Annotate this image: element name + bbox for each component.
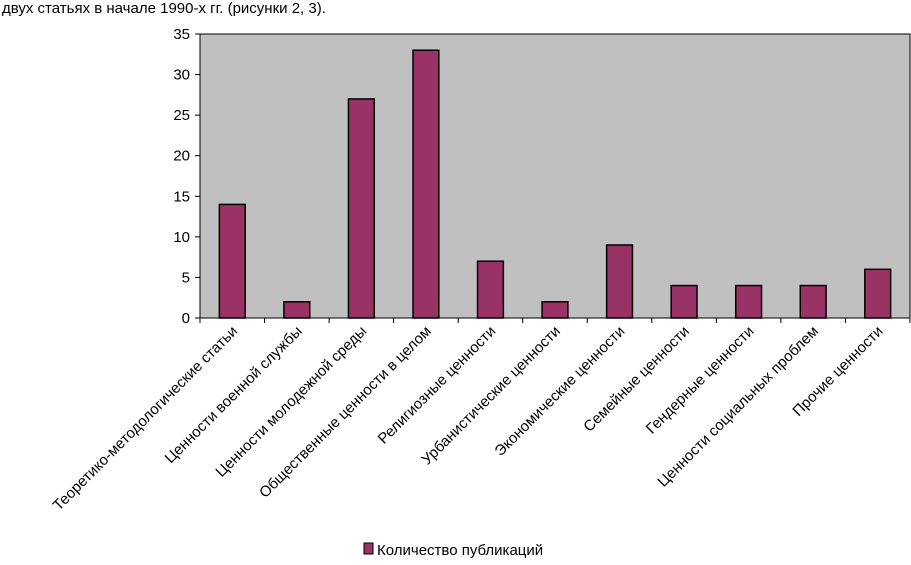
bars: [218, 49, 892, 319]
plot-area: [199, 33, 911, 319]
bar: [864, 268, 892, 319]
x-category-label: Ценности военной службы: [162, 323, 306, 467]
bar: [218, 203, 246, 319]
legend-swatch: [363, 542, 374, 555]
y-tick-label: 0: [182, 310, 190, 327]
x-category-label: Религиозные ценности: [375, 323, 500, 448]
category-labels: Теоретико-методологические статьиЦенност…: [50, 323, 887, 514]
legend-label: Количество публикаций: [377, 542, 543, 559]
x-axis: [199, 317, 911, 323]
y-tick-label: 10: [173, 229, 190, 246]
bar: [670, 284, 698, 319]
y-tick-label: 15: [173, 188, 190, 205]
x-category-label: Урбанистические ценности: [418, 323, 563, 468]
x-category-label: Экономические ценности: [491, 323, 628, 460]
bar: [412, 49, 440, 319]
bar: [734, 284, 763, 319]
x-category-label: Семейные ценности: [580, 323, 693, 436]
y-tick-label: 20: [173, 148, 190, 165]
bar: [605, 244, 634, 319]
y-tick-label: 25: [173, 107, 190, 124]
y-tick-label: 35: [173, 26, 190, 43]
bar: [799, 284, 827, 319]
legend: Количество публикаций: [363, 542, 543, 559]
x-category-label: Гендерные ценности: [643, 323, 758, 438]
y-tick-label: 5: [182, 269, 190, 286]
y-axis: 0 5 10 15 20 25 30 35: [173, 26, 201, 327]
bar: [283, 301, 311, 319]
bar: [347, 98, 376, 319]
bar: [476, 260, 505, 319]
caption-text: двух статьях в начале 1990-х гг. (рисунк…: [2, 0, 326, 17]
bar: [541, 301, 569, 319]
y-tick-label: 30: [173, 67, 190, 84]
